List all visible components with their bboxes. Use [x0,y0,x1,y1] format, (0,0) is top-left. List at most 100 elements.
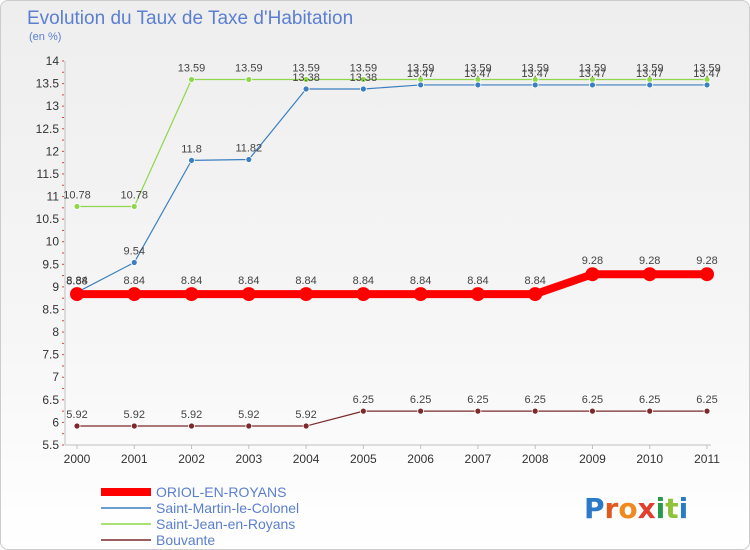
data-point-saint-martin-le-colonel [474,81,482,89]
data-point-bouvante [531,407,539,415]
y-tick-label: 6 [52,415,59,429]
data-label-saint-martin-le-colonel: 13.47 [693,68,721,80]
x-tick-label: 2011 [694,452,720,466]
x-tick-label: 2010 [636,452,663,466]
data-point-oriol-en-royans [700,267,714,282]
data-point-saint-jean-en-royans [359,76,367,83]
data-label-oriol-en-royans: 8.84 [524,275,545,287]
data-label-saint-martin-le-colonel: 13.47 [464,68,492,80]
data-point-oriol-en-royans [70,287,84,302]
y-tick-label: 8 [52,325,59,339]
data-label-oriol-en-royans: 8.84 [353,275,374,287]
y-tick-label: 12 [46,144,60,158]
x-tick-label: 2008 [522,452,549,466]
x-tick-label: 2005 [350,452,377,466]
data-label-saint-jean-en-royans: 13.59 [579,63,607,75]
y-tick-label: 7.5 [42,348,59,362]
data-point-saint-jean-en-royans [245,76,253,83]
brand-letter: o [618,492,637,525]
data-point-saint-jean-en-royans [130,203,138,210]
y-tick-label: 11.5 [37,167,60,181]
y-tick-label: 10 [46,235,60,249]
data-label-oriol-en-royans: 9.28 [582,255,603,267]
data-point-oriol-en-royans [642,267,657,282]
x-tick-label: 2000 [64,452,91,466]
data-label-oriol-en-royans: 8.84 [124,275,145,287]
data-point-bouvante [359,407,367,415]
series-line-oriol-en-royans [73,270,711,299]
data-point-bouvante [589,407,596,415]
data-label-saint-martin-le-colonel: 8.88 [66,275,87,287]
data-point-oriol-en-royans [585,267,600,282]
data-point-bouvante [703,407,711,415]
brand-letter: i [656,492,666,525]
data-point-saint-martin-le-colonel [531,81,539,89]
data-label-oriol-en-royans: 9.28 [696,255,717,267]
data-label-oriol-en-royans: 9.28 [639,255,660,267]
data-label-oriol-en-royans: 8.84 [66,275,87,287]
data-point-oriol-en-royans [528,287,543,302]
data-point-bouvante [245,422,253,430]
data-point-oriol-en-royans [356,287,371,302]
y-tick-label: 9 [52,280,59,294]
data-point-saint-martin-le-colonel [359,85,367,93]
data-point-saint-martin-le-colonel [703,81,711,89]
data-label-saint-martin-le-colonel: 13.47 [407,68,435,80]
data-label-saint-jean-en-royans: 13.59 [407,63,435,75]
data-point-saint-jean-en-royans [73,203,81,210]
legend-label-saint-martin-le-colonel: Saint-Martin-le-Colonel [156,500,299,516]
data-label-saint-jean-en-royans: 13.59 [693,63,721,75]
data-label-saint-jean-en-royans: 13.59 [636,63,664,75]
data-point-oriol-en-royans [299,287,314,302]
y-tick-label: 6.5 [42,393,59,407]
x-tick-label: 2004 [293,452,320,466]
brand-logo: Proxiti [584,492,688,525]
brand-letter: x [638,492,656,525]
data-label-bouvante: 6.25 [524,394,545,406]
data-label-saint-jean-en-royans: 13.59 [350,63,378,75]
data-point-saint-martin-le-colonel [188,156,195,164]
data-label-saint-martin-le-colonel: 11.82 [235,142,262,154]
data-label-saint-jean-en-royans: 13.59 [464,63,492,75]
data-labels: 8.84 8.84 8.84 8.84 8.84 8.84 8.84 8.84 8.84 9.28… [63,63,721,422]
data-point-saint-jean-en-royans [188,76,195,83]
data-point-saint-martin-le-colonel [130,259,138,266]
data-label-saint-jean-en-royans: 10.78 [121,189,149,201]
data-point-oriol-en-royans [184,287,199,302]
y-tick-label: 5.5 [42,438,59,452]
y-tick-label: 13.5 [36,77,60,91]
y-tick-label: 7 [52,370,59,384]
data-point-bouvante [646,407,654,415]
data-label-bouvante: 5.92 [66,409,87,421]
x-tick-label: 2009 [579,452,606,466]
data-label-saint-jean-en-royans: 13.59 [235,63,263,75]
data-label-saint-martin-le-colonel: 13.38 [292,72,320,84]
chart-title: Evolution du Taux de Taxe d'Habitation [27,8,353,29]
data-label-bouvante: 6.25 [696,394,717,406]
data-label-saint-martin-le-colonel: 13.38 [350,72,378,84]
data-label-oriol-en-royans: 8.84 [295,275,316,287]
data-label-bouvante: 5.92 [181,409,202,421]
data-point-saint-martin-le-colonel [245,156,253,163]
x-tick-label: 2003 [235,452,262,466]
data-point-bouvante [73,422,81,430]
data-label-bouvante: 5.92 [295,409,316,421]
data-point-oriol-en-royans [127,287,142,302]
data-label-saint-martin-le-colonel: 11.8 [181,143,202,155]
y-tick-label: 11 [47,190,60,204]
y-tick-label: 10.5 [36,212,60,226]
brand-letter: t [665,492,678,525]
y-tick-label: 13 [46,99,60,113]
data-label-saint-martin-le-colonel: 9.54 [124,245,145,257]
data-point-saint-martin-le-colonel [302,85,310,93]
y-tick-label: 8.5 [42,302,59,316]
y-tick-label: 12.5 [36,122,60,136]
data-label-bouvante: 6.25 [467,394,488,406]
data-label-saint-jean-en-royans: 13.59 [178,63,206,75]
data-label-oriol-en-royans: 8.84 [181,275,202,287]
data-label-saint-jean-en-royans: 13.59 [521,63,549,75]
data-label-saint-jean-en-royans: 13.59 [292,63,320,75]
chart-subtitle: (en %) [29,31,61,43]
